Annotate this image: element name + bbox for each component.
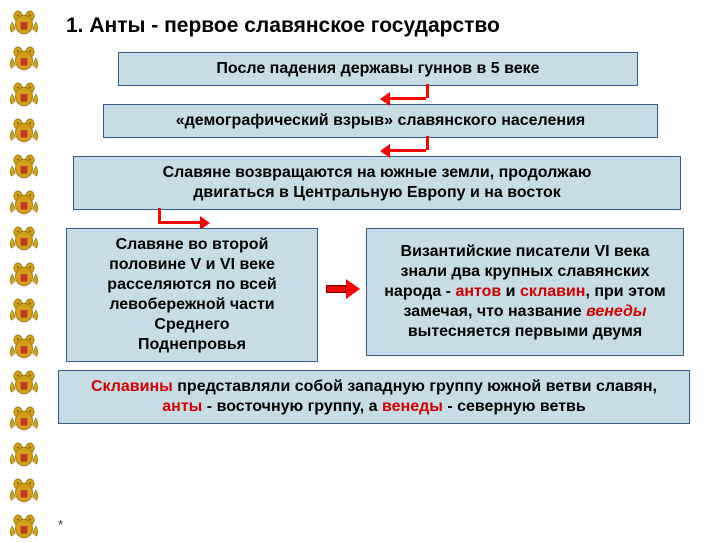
arrow-connector — [58, 210, 700, 228]
diagram-stack: После падения державы гуннов в 5 веке «де… — [58, 52, 700, 424]
coat-of-arms-icon — [5, 473, 43, 507]
coat-of-arms-icon — [5, 41, 43, 75]
slide-content: 1. Анты - первое славянское государство … — [58, 14, 700, 424]
slide-title: 1. Анты - первое славянское государство — [58, 14, 700, 38]
diagram-box: Византийские писатели VI века знали два … — [366, 228, 684, 356]
coat-of-arms-icon — [5, 5, 43, 39]
arrow-right-icon — [326, 279, 360, 299]
diagram-box: Славяне возвращаются на южные земли, про… — [73, 156, 681, 210]
diagram-box: «демографический взрыв» славянского насе… — [103, 104, 658, 138]
diagram-box: Склавины представляли собой западную гру… — [58, 370, 690, 424]
diagram-box: Славяне во второйполовине V и VI векерас… — [66, 228, 318, 362]
diagram-row: Славяне во второйполовине V и VI векерас… — [58, 228, 700, 360]
arrow-connector — [58, 138, 700, 156]
footnote-marker: * — [58, 517, 63, 532]
coat-of-arms-icon — [5, 293, 43, 327]
coat-of-arms-icon — [5, 149, 43, 183]
emblem-column — [5, 5, 47, 543]
arrow-connector — [58, 86, 700, 104]
coat-of-arms-icon — [5, 437, 43, 471]
coat-of-arms-icon — [5, 329, 43, 363]
coat-of-arms-icon — [5, 509, 43, 543]
coat-of-arms-icon — [5, 113, 43, 147]
coat-of-arms-icon — [5, 221, 43, 255]
coat-of-arms-icon — [5, 401, 43, 435]
coat-of-arms-icon — [5, 257, 43, 291]
diagram-box: После падения державы гуннов в 5 веке — [118, 52, 638, 86]
coat-of-arms-icon — [5, 185, 43, 219]
coat-of-arms-icon — [5, 365, 43, 399]
coat-of-arms-icon — [5, 77, 43, 111]
